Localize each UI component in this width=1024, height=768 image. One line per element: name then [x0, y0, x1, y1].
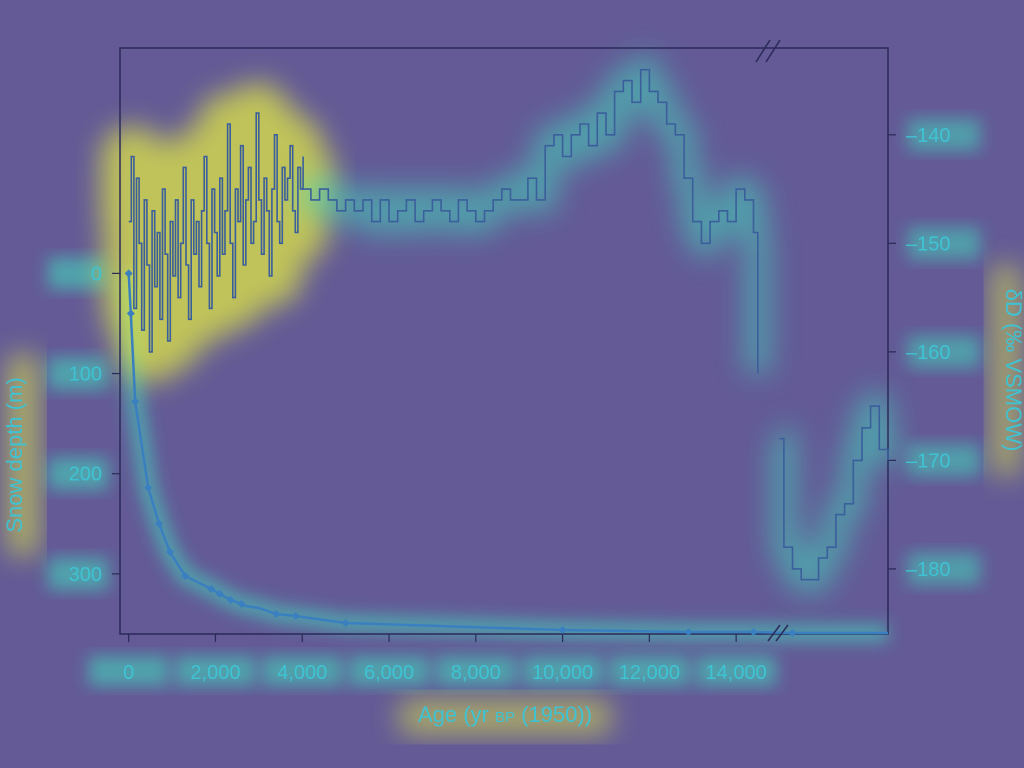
y-right-tick-label: –140 [906, 125, 951, 147]
x-tick-label: 14,000 [706, 662, 767, 684]
isotope-series-glow [302, 70, 758, 374]
y-left-tick-label: 300 [69, 564, 102, 586]
y-axis-right-title: δD (‰ VSMOW) [1001, 289, 1024, 452]
x-tick-label: 2,000 [190, 662, 240, 684]
x-tick-label: 8,000 [451, 662, 501, 684]
x-tick-label: 0 [123, 662, 134, 684]
y-right-tick-label: –150 [906, 233, 951, 255]
x-tick-label: 12,000 [619, 662, 680, 684]
y-right-tick-label: –180 [906, 559, 951, 581]
y-right-tick-label: –170 [906, 450, 951, 472]
y-axis-left-title: Snow depth (m) [2, 377, 27, 532]
y-left-tick-label: 0 [91, 263, 102, 285]
axis-break-top [756, 40, 780, 62]
x-tick-label: 4,000 [277, 662, 327, 684]
y-left-tick-label: 100 [69, 364, 102, 386]
x-tick-label: 6,000 [364, 662, 414, 684]
y-right-tick-label: –160 [906, 342, 951, 364]
isotope-series-glow [780, 406, 889, 580]
x-tick-label: 10,000 [532, 662, 593, 684]
y-left-tick-label: 200 [69, 464, 102, 486]
